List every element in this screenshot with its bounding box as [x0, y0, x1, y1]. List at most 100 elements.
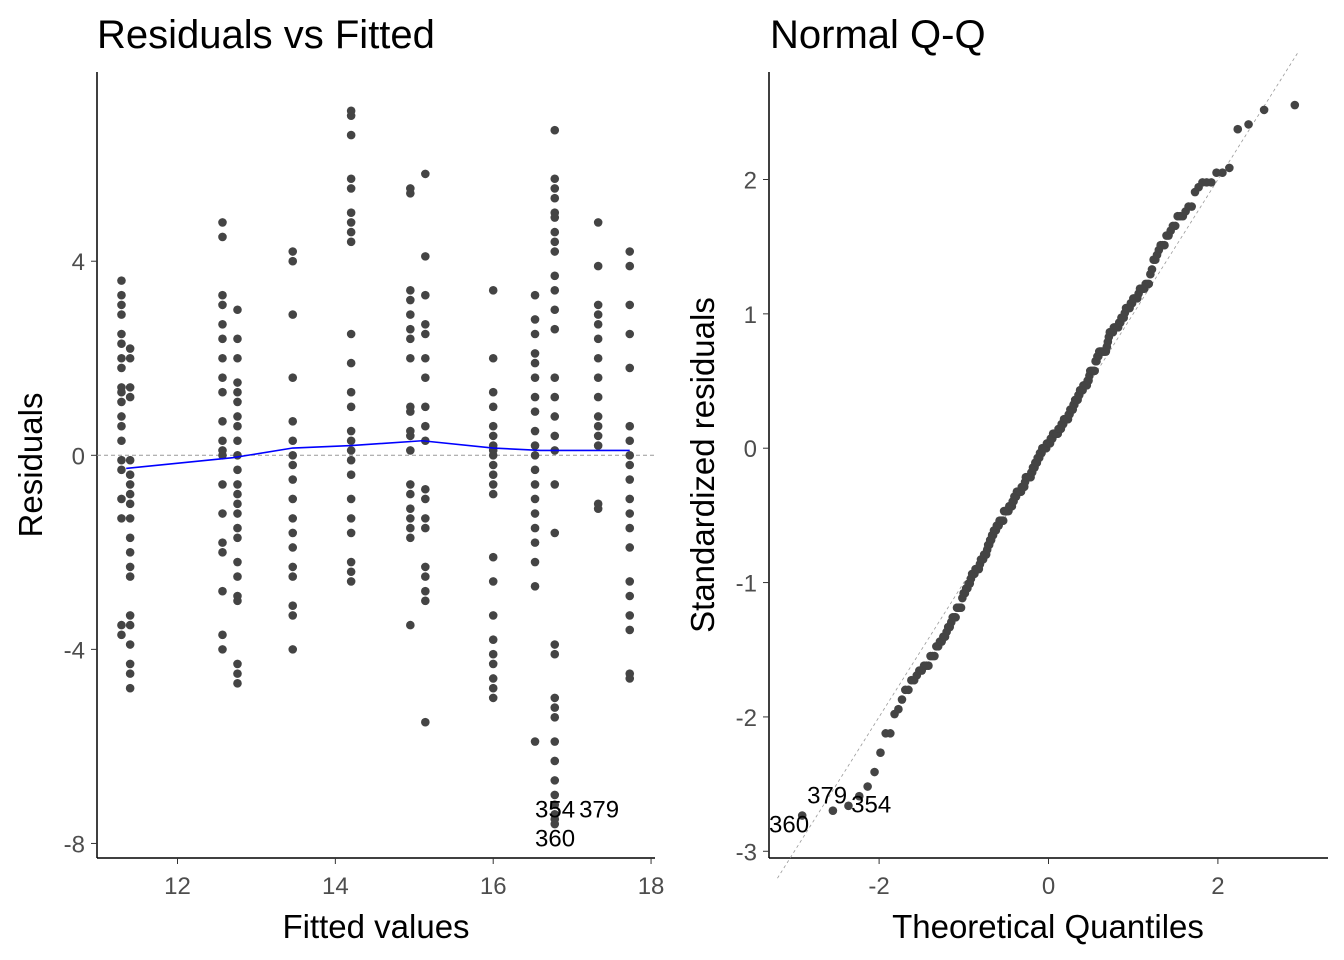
residual-point — [233, 533, 242, 543]
residual-point — [421, 329, 430, 339]
residual-point — [550, 737, 560, 746]
residual-point — [117, 353, 126, 363]
residual-point — [488, 489, 498, 499]
residual-point — [125, 470, 135, 480]
chart-title-qq: Normal Q-Q — [770, 13, 986, 57]
residual-point — [406, 523, 415, 533]
residual-point — [488, 286, 498, 295]
residual-point — [233, 378, 242, 387]
residual-point — [125, 499, 135, 509]
residual-point — [117, 300, 126, 310]
qq-point — [1225, 163, 1234, 173]
residual-point — [421, 169, 430, 179]
residual-point — [625, 543, 635, 552]
residual-point — [406, 480, 415, 489]
y-tick-label: -3 — [736, 839, 757, 866]
residual-point — [125, 620, 135, 630]
residual-point — [233, 509, 242, 518]
residual-point — [593, 421, 603, 431]
residual-point — [550, 703, 560, 712]
point-label: 354 — [535, 797, 575, 824]
qq-point — [998, 516, 1008, 526]
residual-point — [550, 213, 560, 222]
residual-point — [550, 286, 560, 295]
x-tick-label: 12 — [164, 873, 191, 900]
residual-point — [625, 329, 635, 339]
residual-point — [218, 417, 227, 426]
residual-point — [233, 397, 242, 407]
residual-point — [218, 548, 227, 557]
residual-point — [406, 489, 415, 499]
residual-point — [488, 577, 498, 586]
residual-point — [530, 441, 540, 450]
residual-point — [117, 310, 126, 319]
y-tick-label: -1 — [736, 571, 757, 598]
residual-point — [346, 130, 356, 140]
residual-point — [625, 611, 635, 620]
residual-point — [406, 514, 415, 523]
residual-point — [593, 392, 603, 402]
residual-point — [530, 426, 540, 436]
y-tick-label: -4 — [64, 637, 85, 664]
qq-point — [1259, 105, 1269, 115]
x-tick-label: 18 — [638, 873, 665, 900]
residual-point — [346, 387, 356, 397]
qq-point — [904, 685, 913, 695]
y-tick-label: 1 — [744, 302, 757, 329]
residual-point — [125, 640, 135, 649]
residual-point — [346, 567, 356, 577]
x-tick-label: 16 — [480, 873, 507, 900]
residual-point — [233, 353, 242, 363]
residual-point — [233, 659, 242, 669]
residual-point — [406, 620, 415, 630]
residual-point — [488, 552, 498, 562]
residual-point — [406, 446, 415, 455]
qq-point — [863, 782, 872, 791]
residual-point — [421, 717, 430, 727]
residual-point — [125, 611, 135, 620]
residual-point — [550, 373, 560, 382]
residual-point — [421, 319, 430, 329]
residual-point — [346, 358, 356, 368]
residual-point — [233, 489, 242, 499]
qq-point — [1187, 202, 1196, 211]
x-tick-label: -2 — [868, 873, 889, 900]
qq-point — [930, 651, 939, 661]
point-label: 360 — [769, 811, 809, 838]
residual-point — [530, 581, 540, 591]
residual-point — [218, 450, 227, 460]
residual-point — [288, 373, 298, 382]
residual-point — [488, 431, 498, 441]
residual-point — [218, 509, 227, 518]
residual-point — [406, 431, 415, 441]
qq-point — [828, 806, 838, 815]
qq-point — [1290, 100, 1300, 110]
residual-point — [550, 247, 560, 256]
residual-point — [530, 315, 540, 324]
residual-point — [406, 353, 415, 363]
qq-point — [894, 704, 903, 714]
residual-point — [125, 572, 135, 581]
residual-point — [288, 256, 298, 266]
residual-point — [625, 247, 635, 256]
residual-point — [233, 421, 242, 431]
residual-point — [346, 184, 356, 193]
residual-point — [288, 562, 298, 572]
residual-point — [117, 630, 126, 640]
residual-point — [550, 431, 560, 441]
residual-point — [125, 383, 135, 392]
residual-point — [625, 577, 635, 586]
residual-point — [488, 353, 498, 363]
residual-point — [233, 572, 242, 581]
y-tick-label: 0 — [72, 443, 85, 470]
residual-point — [550, 528, 560, 538]
residual-point — [117, 494, 126, 504]
residual-point — [488, 649, 498, 659]
residual-point — [218, 373, 227, 382]
residual-point — [218, 290, 227, 300]
residual-point — [233, 480, 242, 489]
residual-point — [117, 329, 126, 339]
residual-point — [288, 611, 298, 620]
